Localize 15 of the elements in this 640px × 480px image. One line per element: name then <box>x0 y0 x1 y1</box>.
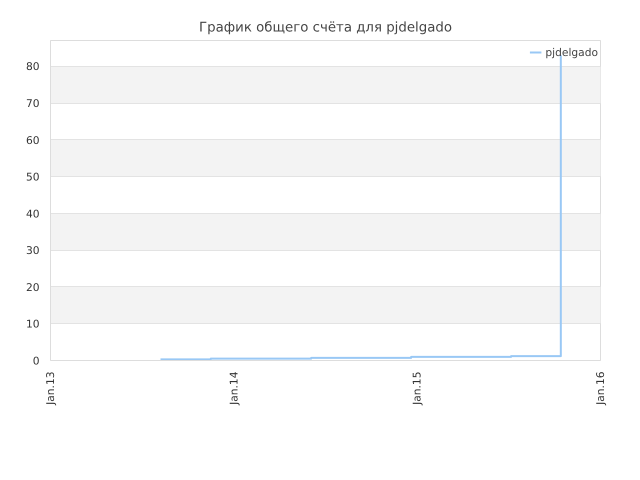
x-tick-label: Jan.15 <box>410 372 424 406</box>
y-tick-label: 40 <box>26 207 40 220</box>
x-tick-label: Jan.14 <box>227 371 240 406</box>
legend-label: pjdelgado <box>545 46 598 58</box>
x-tick-label: Jan.13 <box>44 372 57 406</box>
y-tick-label: 80 <box>26 60 40 74</box>
chart-title: График общего счёта для pjdelgado <box>199 20 452 36</box>
y-tick-label: 60 <box>26 134 40 147</box>
y-tick-label: 10 <box>26 318 40 331</box>
y-tick-label: 50 <box>26 170 40 184</box>
y-tick-label: 0 <box>32 354 40 368</box>
y-tick-label: 20 <box>26 280 40 294</box>
x-tick-label: Jan.16 <box>594 371 607 406</box>
y-tick-label: 70 <box>26 97 40 110</box>
y-tick-label: 30 <box>26 244 40 258</box>
